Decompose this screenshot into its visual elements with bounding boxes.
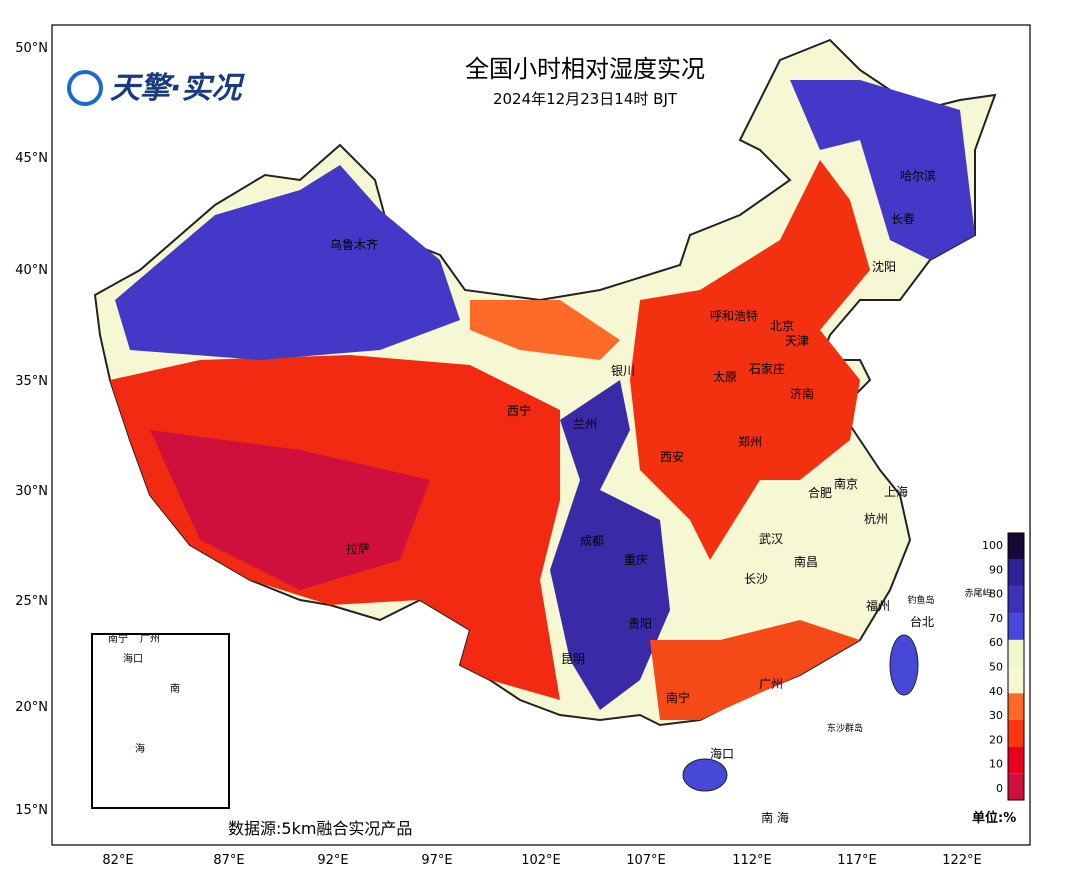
city-label: 海口 [710,746,734,761]
colorbar-frame [1007,532,1025,801]
city-label: 北京 [770,319,794,333]
inset-label: 广州 [140,633,160,645]
city-label: 乌鲁木齐 [330,237,378,252]
city-label: 南宁 [666,690,690,705]
inset-frame [91,633,230,809]
city-label: 银川 [611,364,635,378]
colorbar-tick-label: 20 [989,733,1003,746]
colorbar-band [1008,639,1024,667]
map-subtitle: 2024年12月23日14时 BJT [493,90,678,108]
city-label: 赤尾屿 [964,588,991,599]
inset-label: 海口 [123,652,143,665]
lat-label: 45°N [15,151,48,166]
city-label: 合肥 [808,485,832,500]
city-label: 济南 [790,386,814,401]
source: 数据源:5km融合实况产品 [228,819,412,838]
city-label: 南京 [834,476,858,491]
lon-label: 102°E [521,853,561,868]
city-label: 长沙 [744,572,768,586]
lon-label: 122°E [942,853,982,868]
lon-label: 117°E [837,853,877,868]
colorbar-band [1008,693,1024,720]
inset-label: 海 [135,742,145,755]
hainan [682,758,728,792]
city-label: 贵阳 [628,617,652,631]
colorbar-tick-label: 60 [989,636,1003,649]
colorbar-band [1008,586,1024,614]
city-label: 西宁 [507,403,531,418]
city-label: 上海 [884,484,908,499]
map-title: 全国小时相对湿度实况 [465,55,705,83]
colorbar-tick-label: 10 [989,758,1003,771]
city-label: 天津 [785,334,809,348]
city-label: 石家庄 [749,361,785,376]
city-label: 哈尔滨 [900,168,936,183]
city-label: 成都 [580,534,604,548]
lat-label: 40°N [15,263,48,278]
city-label: 南昌 [794,554,818,569]
lon-label: 97°E [421,853,452,868]
inset-label: 南宁 [108,632,128,645]
lat-label: 50°N [15,41,48,56]
lat-label: 30°N [15,484,48,499]
colorbar-band [1008,666,1024,694]
city-label: 沈阳 [872,259,896,274]
lat-label: 15°N [15,803,48,818]
taiwan [889,634,919,696]
city-label: 钓鱼岛 [907,594,934,606]
city-label: 东沙群岛 [827,722,863,734]
colorbar-band [1008,746,1024,774]
city-label: 郑州 [738,434,762,449]
colorbar-tick-label: 30 [989,709,1003,722]
city-label: 呼和浩特 [710,308,758,323]
lat-label: 35°N [15,374,48,389]
colorbar-tick-label: 70 [989,612,1003,625]
city-label: 南 海 [761,810,789,825]
moderate-region [470,300,620,360]
very-dry-region [150,430,430,590]
colorbar-band [1008,613,1024,640]
city-label: 西安 [660,449,684,464]
lon-label: 82°E [102,853,133,868]
city-label: 昆明 [561,652,585,666]
city-label: 台北 [910,614,934,629]
humid-region [550,380,670,710]
lon-label: 87°E [213,853,244,868]
city-label: 兰州 [573,417,597,431]
lon-label: 92°E [317,853,348,868]
colorbar-tick-label: 80 [989,588,1003,601]
inset-label: 南 [170,682,180,695]
unit: 单位:% [972,810,1016,826]
city-label: 长春 [891,212,915,226]
lon-label: 107°E [626,853,666,868]
colorbar-band [1008,533,1024,560]
lat-label: 25°N [15,594,48,609]
city-label: 太原 [713,369,737,384]
map-body: 天擎·实况 [67,38,997,809]
colorbar-tick-label: 50 [989,661,1003,674]
lon-label: 112°E [732,853,772,868]
colorbar-tick-label: 100 [982,539,1003,552]
city-label: 福州 [866,598,890,613]
dry-region [630,160,870,560]
city-label: 武汉 [759,532,783,546]
dry-region [650,620,860,720]
logo-icon [67,70,103,106]
city-label: 重庆 [624,553,648,567]
city-label: 广州 [759,677,783,691]
city-label: 杭州 [864,511,888,526]
colorbar-tick-label: 90 [989,563,1003,576]
colorbar-band [1008,559,1024,587]
colorbar-tick-label: 0 [996,782,1003,795]
humid-region [790,80,975,260]
city-label: 拉萨 [346,541,370,556]
logo: 天擎·实况 [110,71,245,106]
colorbar-band [1008,773,1024,800]
lat-label: 20°N [15,700,48,715]
humid-region [115,165,460,360]
colorbar-tick-label: 40 [989,685,1003,698]
colorbar-band [1008,719,1024,747]
